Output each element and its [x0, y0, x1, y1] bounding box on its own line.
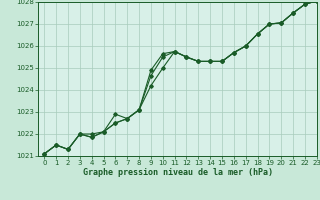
X-axis label: Graphe pression niveau de la mer (hPa): Graphe pression niveau de la mer (hPa) [83, 168, 273, 177]
